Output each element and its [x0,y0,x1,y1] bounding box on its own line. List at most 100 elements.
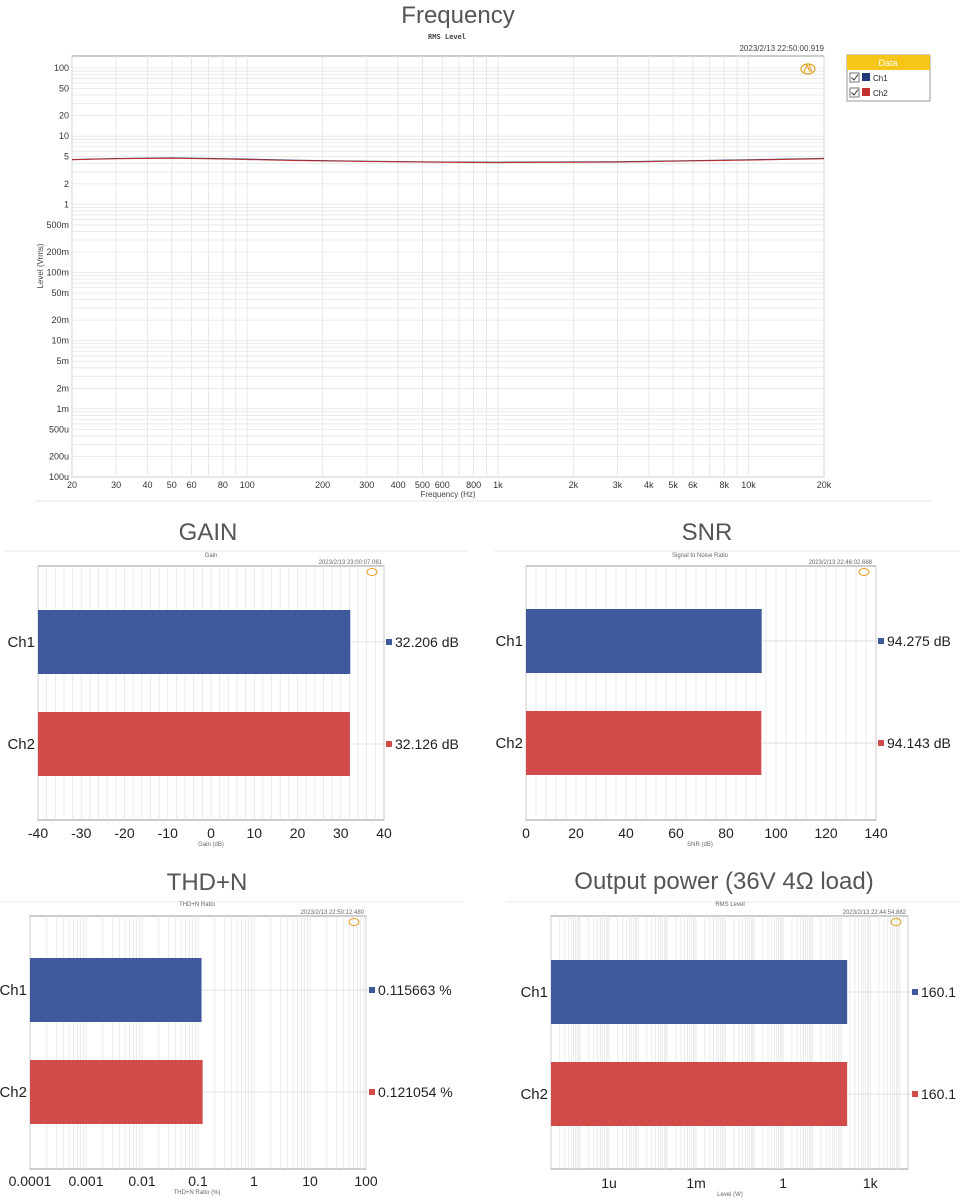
x-tick-label: 40 [142,480,152,490]
x-tick-label: 1m [686,1175,705,1191]
power-plot-area [550,915,909,1170]
x-tick-label: 140 [864,825,888,841]
thdn-chart-title: THD+N [167,869,248,896]
x-tick-label: 8k [719,480,729,490]
value-marker-ch2 [386,741,392,747]
y-tick-label: 1 [64,199,69,209]
frequency-series [71,157,825,164]
legend-swatch-ch2 [862,88,870,96]
y-tick-label: 10m [51,336,69,346]
snr-category-label: Ch1 [495,633,523,650]
power-chart-title: Output power (36V 4Ω load) [574,868,873,895]
bar-charts: GAIN Gain 2023/2/13 23:00:07.061 Ch1 32.206 … [0,519,959,1198]
gain-chart-subtitle: Gain [205,553,218,559]
x-tick-label: 20k [817,480,832,490]
gain-bar-ch1 [38,610,351,674]
thdn-chart: THD+N THD+N Ratio 2023/2/13 22:50:12.480 Ch… [0,869,463,1196]
ap-logo-icon [366,568,378,576]
y-tick-label: 20 [59,111,69,121]
x-tick-label: 100 [764,825,788,841]
frequency-y-ticks: 100 50 20 10 5 2 1 500m 200m 100m 50m 20m 10m 5m 2m 1m 5… [46,63,69,482]
x-tick-label: 400 [391,480,406,490]
snr-bar-ch2 [526,711,762,775]
thdn-x-axis-label: THD+N Ratio (%) [174,1190,221,1196]
value-marker-ch2 [878,740,884,746]
value-marker-ch1 [369,987,375,993]
snr-chart-timestamp: 2023/2/13 22:46:02.688 [809,560,873,566]
ap-logo-icon [800,63,816,75]
snr-chart-title: SNR [682,519,733,546]
frequency-chart-title: Frequency [401,2,514,29]
ap-logo-icon [890,918,902,926]
frequency-chart-timestamp: 2023/2/13 22:50:00.919 [739,44,824,53]
x-tick-label: 1 [250,1173,258,1189]
power-x-axis-label: Level (W) [717,1192,743,1198]
x-tick-label: 200 [315,480,330,490]
frequency-chart: Frequency RMS Level 2023/2/13 22:50:00.9… [35,2,932,502]
checkbox-checked-icon[interactable] [849,72,860,83]
x-tick-label: 0 [522,825,530,841]
power-category-label: Ch2 [520,1086,548,1103]
y-tick-label: 2 [64,179,69,189]
x-tick-label: 10 [302,1173,318,1189]
frequency-legend: Data Ch1 Ch2 [846,54,931,102]
snr-chart: SNR Signal to Noise Ratio 2023/2/13 22:46:… [494,519,959,848]
y-tick-label: 200m [46,247,69,257]
snr-category-label: Ch2 [495,735,523,752]
legend-title: Data [878,58,897,68]
x-tick-label: -20 [114,825,134,841]
y-tick-label: 200u [49,451,69,461]
checkbox-checked-icon[interactable] [849,87,860,98]
power-value-label: 160.1 [921,1086,956,1102]
thdn-bar-ch2 [30,1060,203,1124]
x-tick-label: 5k [668,480,678,490]
frequency-y-axis-label: Level (Vrms) [36,243,45,288]
gain-chart-timestamp: 2023/2/13 23:00:07.061 [319,560,383,566]
x-tick-label: 80 [218,480,228,490]
x-tick-label: 0.01 [128,1173,155,1189]
y-tick-label: 20m [51,315,69,325]
gain-value-label: 32.126 dB [395,736,459,752]
x-tick-label: 20 [67,480,77,490]
legend-item-ch1[interactable]: Ch1 [849,72,888,83]
x-tick-label: 60 [668,825,684,841]
x-tick-label: 20 [568,825,584,841]
x-tick-label: -40 [28,825,48,841]
power-chart-timestamp: 2023/2/13 22:44:54.882 [843,910,907,916]
thdn-value-label: 0.115663 % [378,982,452,998]
x-tick-label: 300 [359,480,374,490]
frequency-x-ticks: 20 30 40 50 60 80 100 200 300 400 500 600 800 1k 2k 3k 4… [67,480,832,490]
x-tick-label: -10 [158,825,178,841]
x-tick-label: 30 [333,825,349,841]
x-tick-label: 120 [814,825,838,841]
x-tick-label: 0.1 [188,1173,208,1189]
legend-item-ch2[interactable]: Ch2 [849,87,888,98]
x-tick-label: 6k [688,480,698,490]
value-marker-ch2 [912,1091,918,1097]
snr-chart-subtitle: Signal to Noise Ratio [672,553,729,559]
frequency-grid [71,56,825,478]
gain-chart: GAIN Gain 2023/2/13 23:00:07.061 Ch1 32.206 … [5,519,467,848]
thdn-category-label: Ch1 [0,982,27,999]
x-tick-label: 40 [618,825,634,841]
series-line-ch2 [71,157,825,164]
thdn-bar-ch1 [30,958,202,1022]
thdn-category-label: Ch2 [0,1084,27,1101]
power-chart-subtitle: RMS Level [715,902,744,908]
y-tick-label: 100 [54,63,69,73]
x-tick-label: 1 [779,1175,787,1191]
x-tick-label: 2k [569,480,579,490]
y-tick-label: 10 [59,131,69,141]
x-tick-label: 40 [376,825,392,841]
y-tick-label: 50m [51,288,69,298]
gain-chart-title: GAIN [179,519,238,546]
x-tick-label: 0 [207,825,215,841]
x-tick-label: 80 [718,825,734,841]
x-tick-label: 4k [644,480,654,490]
y-tick-label: 2m [56,383,69,393]
snr-plot-area [525,565,877,821]
value-marker-ch1 [878,638,884,644]
x-tick-label: 0.0001 [9,1173,52,1189]
x-tick-label: 0.001 [68,1173,103,1189]
y-tick-label: 100m [46,268,69,278]
